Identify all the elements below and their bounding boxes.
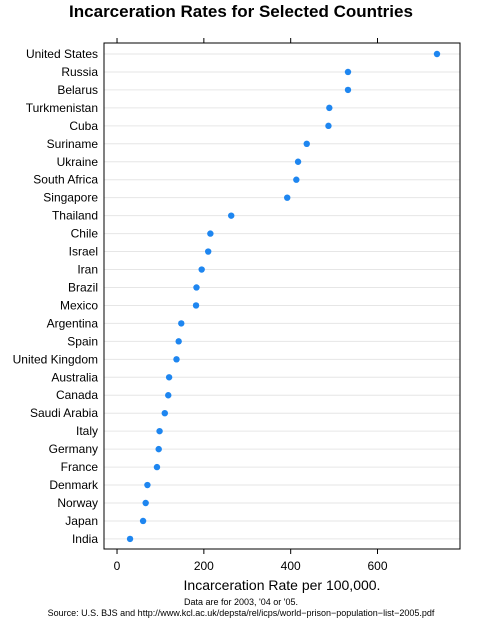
category-label: Ukraine xyxy=(57,155,99,169)
data-point xyxy=(175,338,182,345)
data-note: Data are for 2003, '04 or '05. xyxy=(184,597,298,607)
data-point xyxy=(325,122,332,130)
data-point xyxy=(198,266,205,273)
category-label: Mexico xyxy=(60,298,98,312)
tick-label: 600 xyxy=(367,559,387,573)
tick-label: 200 xyxy=(194,559,214,573)
data-point xyxy=(303,140,310,147)
category-label: Germany xyxy=(49,442,98,456)
category-label: Norway xyxy=(57,496,98,510)
plot-frame xyxy=(103,42,461,550)
data-point xyxy=(193,284,200,291)
data-point xyxy=(178,320,185,327)
data-point xyxy=(161,410,168,417)
data-point xyxy=(153,463,161,471)
category-label: Russia xyxy=(61,65,98,79)
data-point xyxy=(284,194,291,201)
category-label: Cuba xyxy=(69,119,98,133)
data-point xyxy=(155,445,162,453)
data-point xyxy=(142,499,149,507)
category-label: Spain xyxy=(67,334,98,348)
data-point xyxy=(326,104,333,112)
category-label: Japan xyxy=(65,514,98,528)
category-label: Saudi Arabia xyxy=(30,406,98,420)
category-label: Suriname xyxy=(47,137,99,151)
category-label: Israel xyxy=(69,245,98,259)
category-label: Denmark xyxy=(49,478,99,492)
data-point xyxy=(228,212,235,219)
category-label: Iran xyxy=(77,263,98,277)
category-label: India xyxy=(72,532,98,546)
category-label: South Africa xyxy=(33,173,98,187)
category-label: Italy xyxy=(76,424,98,438)
data-point xyxy=(344,86,352,94)
data-point xyxy=(344,68,352,76)
tick-label: 400 xyxy=(281,559,301,573)
category-label: Singapore xyxy=(43,191,98,205)
category-label: Thailand xyxy=(52,209,98,223)
data-point xyxy=(165,374,173,381)
chart-title: Incarceration Rates for Selected Countri… xyxy=(69,2,413,21)
category-label: Chile xyxy=(71,227,99,241)
axis-ticks: 0 200 400 600 xyxy=(114,38,388,573)
tick-label: 0 xyxy=(114,559,121,573)
category-label: United Kingdom xyxy=(13,352,98,366)
data-point xyxy=(294,158,302,165)
gridlines xyxy=(104,53,460,540)
data-point xyxy=(173,356,180,363)
category-label: Argentina xyxy=(47,316,99,330)
category-label: Canada xyxy=(56,388,98,402)
data-point xyxy=(156,427,163,435)
data-point xyxy=(144,481,151,489)
data-point xyxy=(433,50,441,58)
category-label: Australia xyxy=(51,370,98,384)
data-point xyxy=(207,230,214,237)
category-label: Belarus xyxy=(57,83,98,97)
category-label: France xyxy=(61,460,99,474)
x-axis-label: Incarceration Rate per 100,000. xyxy=(184,577,381,593)
data-points xyxy=(126,50,441,543)
category-label: Turkmenistan xyxy=(26,101,98,115)
data-point xyxy=(139,517,147,525)
data-point xyxy=(204,248,212,255)
data-point xyxy=(126,535,134,543)
source-note: Source: U.S. BJS and http://www.kcl.ac.u… xyxy=(48,608,435,618)
data-point xyxy=(165,392,172,399)
category-labels: United States Russia Belarus Turkmenistan Cu… xyxy=(13,47,99,546)
category-label: United States xyxy=(26,47,98,61)
category-label: Brazil xyxy=(68,280,98,294)
data-point xyxy=(293,176,300,183)
data-point xyxy=(192,302,200,309)
